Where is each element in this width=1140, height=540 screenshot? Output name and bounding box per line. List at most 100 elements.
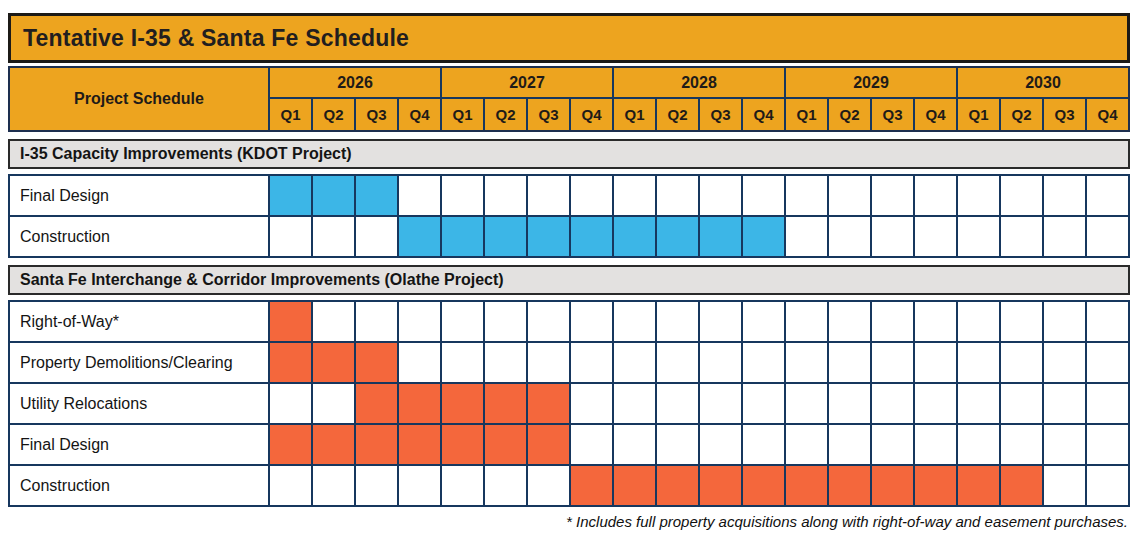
section-header-label: I-35 Capacity Improvements (KDOT Project… bbox=[20, 145, 352, 163]
schedule-cell-filled bbox=[614, 217, 655, 256]
schedule-cell-filled bbox=[700, 466, 741, 505]
schedule-cell bbox=[442, 302, 483, 341]
task-label: Utility Relocations bbox=[10, 384, 268, 423]
schedule-cell-filled bbox=[356, 176, 397, 215]
quarter-header-2026-Q1: Q1 bbox=[270, 99, 311, 130]
schedule-cell bbox=[829, 176, 870, 215]
schedule-cell bbox=[1001, 425, 1042, 464]
schedule-cell bbox=[1087, 343, 1128, 382]
schedule-cell bbox=[786, 302, 827, 341]
schedule-cell bbox=[356, 466, 397, 505]
quarter-header-2027-Q1: Q1 bbox=[442, 99, 483, 130]
schedule-cell bbox=[743, 343, 784, 382]
schedule-cell bbox=[1044, 217, 1085, 256]
project-schedule-header-cell: Project Schedule bbox=[10, 68, 268, 130]
section-header-label: Santa Fe Interchange & Corridor Improvem… bbox=[20, 271, 504, 289]
schedule-cell-filled bbox=[485, 384, 526, 423]
schedule-cell bbox=[786, 384, 827, 423]
quarter-header-2027-Q2: Q2 bbox=[485, 99, 526, 130]
schedule-cell-filled bbox=[657, 466, 698, 505]
schedule-cell bbox=[528, 343, 569, 382]
schedule-cell bbox=[1044, 176, 1085, 215]
schedule-cell bbox=[915, 217, 956, 256]
schedule-cell bbox=[786, 217, 827, 256]
schedule-cell-filled bbox=[571, 466, 612, 505]
schedule-cell-filled bbox=[399, 384, 440, 423]
section-header: Santa Fe Interchange & Corridor Improvem… bbox=[8, 265, 1130, 295]
schedule-cell-filled bbox=[356, 343, 397, 382]
task-label: Final Design bbox=[10, 176, 268, 215]
schedule-cell bbox=[958, 343, 999, 382]
schedule-cell bbox=[743, 425, 784, 464]
schedule-cell bbox=[829, 343, 870, 382]
schedule-cell-filled bbox=[313, 425, 354, 464]
schedule-cell bbox=[1044, 302, 1085, 341]
schedule-cell bbox=[1087, 466, 1128, 505]
schedule-cell bbox=[442, 466, 483, 505]
timeline-header: Project Schedule 20262027202820292030Q1Q… bbox=[8, 66, 1130, 132]
schedule-cell bbox=[915, 176, 956, 215]
quarter-header-2029-Q4: Q4 bbox=[915, 99, 956, 130]
task-label: Final Design bbox=[10, 425, 268, 464]
schedule-cell bbox=[657, 302, 698, 341]
schedule-cell bbox=[399, 302, 440, 341]
year-header-2028: 2028 bbox=[614, 68, 784, 97]
schedule-cell bbox=[1087, 302, 1128, 341]
quarter-header-2029-Q3: Q3 bbox=[872, 99, 913, 130]
schedule-cell bbox=[571, 343, 612, 382]
schedule-cell-filled bbox=[743, 466, 784, 505]
schedule-cell bbox=[1087, 384, 1128, 423]
schedule-cell bbox=[1001, 217, 1042, 256]
schedule-cell-filled bbox=[657, 217, 698, 256]
schedule-cell-filled bbox=[485, 425, 526, 464]
schedule-cell bbox=[571, 425, 612, 464]
schedule-cell-filled bbox=[872, 466, 913, 505]
schedule-cell bbox=[313, 217, 354, 256]
schedule-cell-filled bbox=[829, 466, 870, 505]
schedule-cell-filled bbox=[442, 217, 483, 256]
section-rows-grid: Final DesignConstruction bbox=[8, 174, 1130, 258]
schedule-cell bbox=[700, 384, 741, 423]
schedule-cell bbox=[528, 302, 569, 341]
schedule-cell bbox=[1044, 384, 1085, 423]
schedule-cell-filled bbox=[958, 466, 999, 505]
schedule-cell-filled bbox=[571, 217, 612, 256]
schedule-cell bbox=[442, 176, 483, 215]
schedule-cell bbox=[614, 302, 655, 341]
task-label: Property Demolitions/Clearing bbox=[10, 343, 268, 382]
year-header-2026: 2026 bbox=[270, 68, 440, 97]
quarter-header-2028-Q1: Q1 bbox=[614, 99, 655, 130]
schedule-cell bbox=[958, 384, 999, 423]
schedule-cell bbox=[528, 466, 569, 505]
quarter-header-2030-Q4: Q4 bbox=[1087, 99, 1128, 130]
schedule-cell bbox=[485, 302, 526, 341]
schedule-cell bbox=[399, 466, 440, 505]
schedule-cell bbox=[958, 176, 999, 215]
schedule-table: Tentative I-35 & Santa Fe Schedule Proje… bbox=[8, 13, 1130, 530]
schedule-cell bbox=[614, 343, 655, 382]
schedule-cell bbox=[1087, 425, 1128, 464]
quarter-header-2029-Q2: Q2 bbox=[829, 99, 870, 130]
schedule-cell-filled bbox=[528, 384, 569, 423]
schedule-cell-filled bbox=[270, 425, 311, 464]
schedule-cell bbox=[614, 384, 655, 423]
quarter-header-2030-Q1: Q1 bbox=[958, 99, 999, 130]
schedule-cell bbox=[1001, 176, 1042, 215]
schedule-cell bbox=[915, 425, 956, 464]
schedule-cell-filled bbox=[313, 176, 354, 215]
schedule-cell bbox=[399, 343, 440, 382]
schedule-cell bbox=[614, 176, 655, 215]
schedule-cell bbox=[657, 343, 698, 382]
schedule-cell-filled bbox=[313, 343, 354, 382]
schedule-cell bbox=[700, 425, 741, 464]
schedule-body: I-35 Capacity Improvements (KDOT Project… bbox=[8, 139, 1130, 507]
schedule-cell-filled bbox=[270, 343, 311, 382]
task-label: Right-of-Way* bbox=[10, 302, 268, 341]
schedule-cell bbox=[743, 302, 784, 341]
schedule-cell bbox=[829, 425, 870, 464]
schedule-cell bbox=[1044, 343, 1085, 382]
schedule-title: Tentative I-35 & Santa Fe Schedule bbox=[23, 25, 409, 52]
year-header-2030: 2030 bbox=[958, 68, 1128, 97]
quarter-header-2026-Q4: Q4 bbox=[399, 99, 440, 130]
schedule-cell-filled bbox=[614, 466, 655, 505]
